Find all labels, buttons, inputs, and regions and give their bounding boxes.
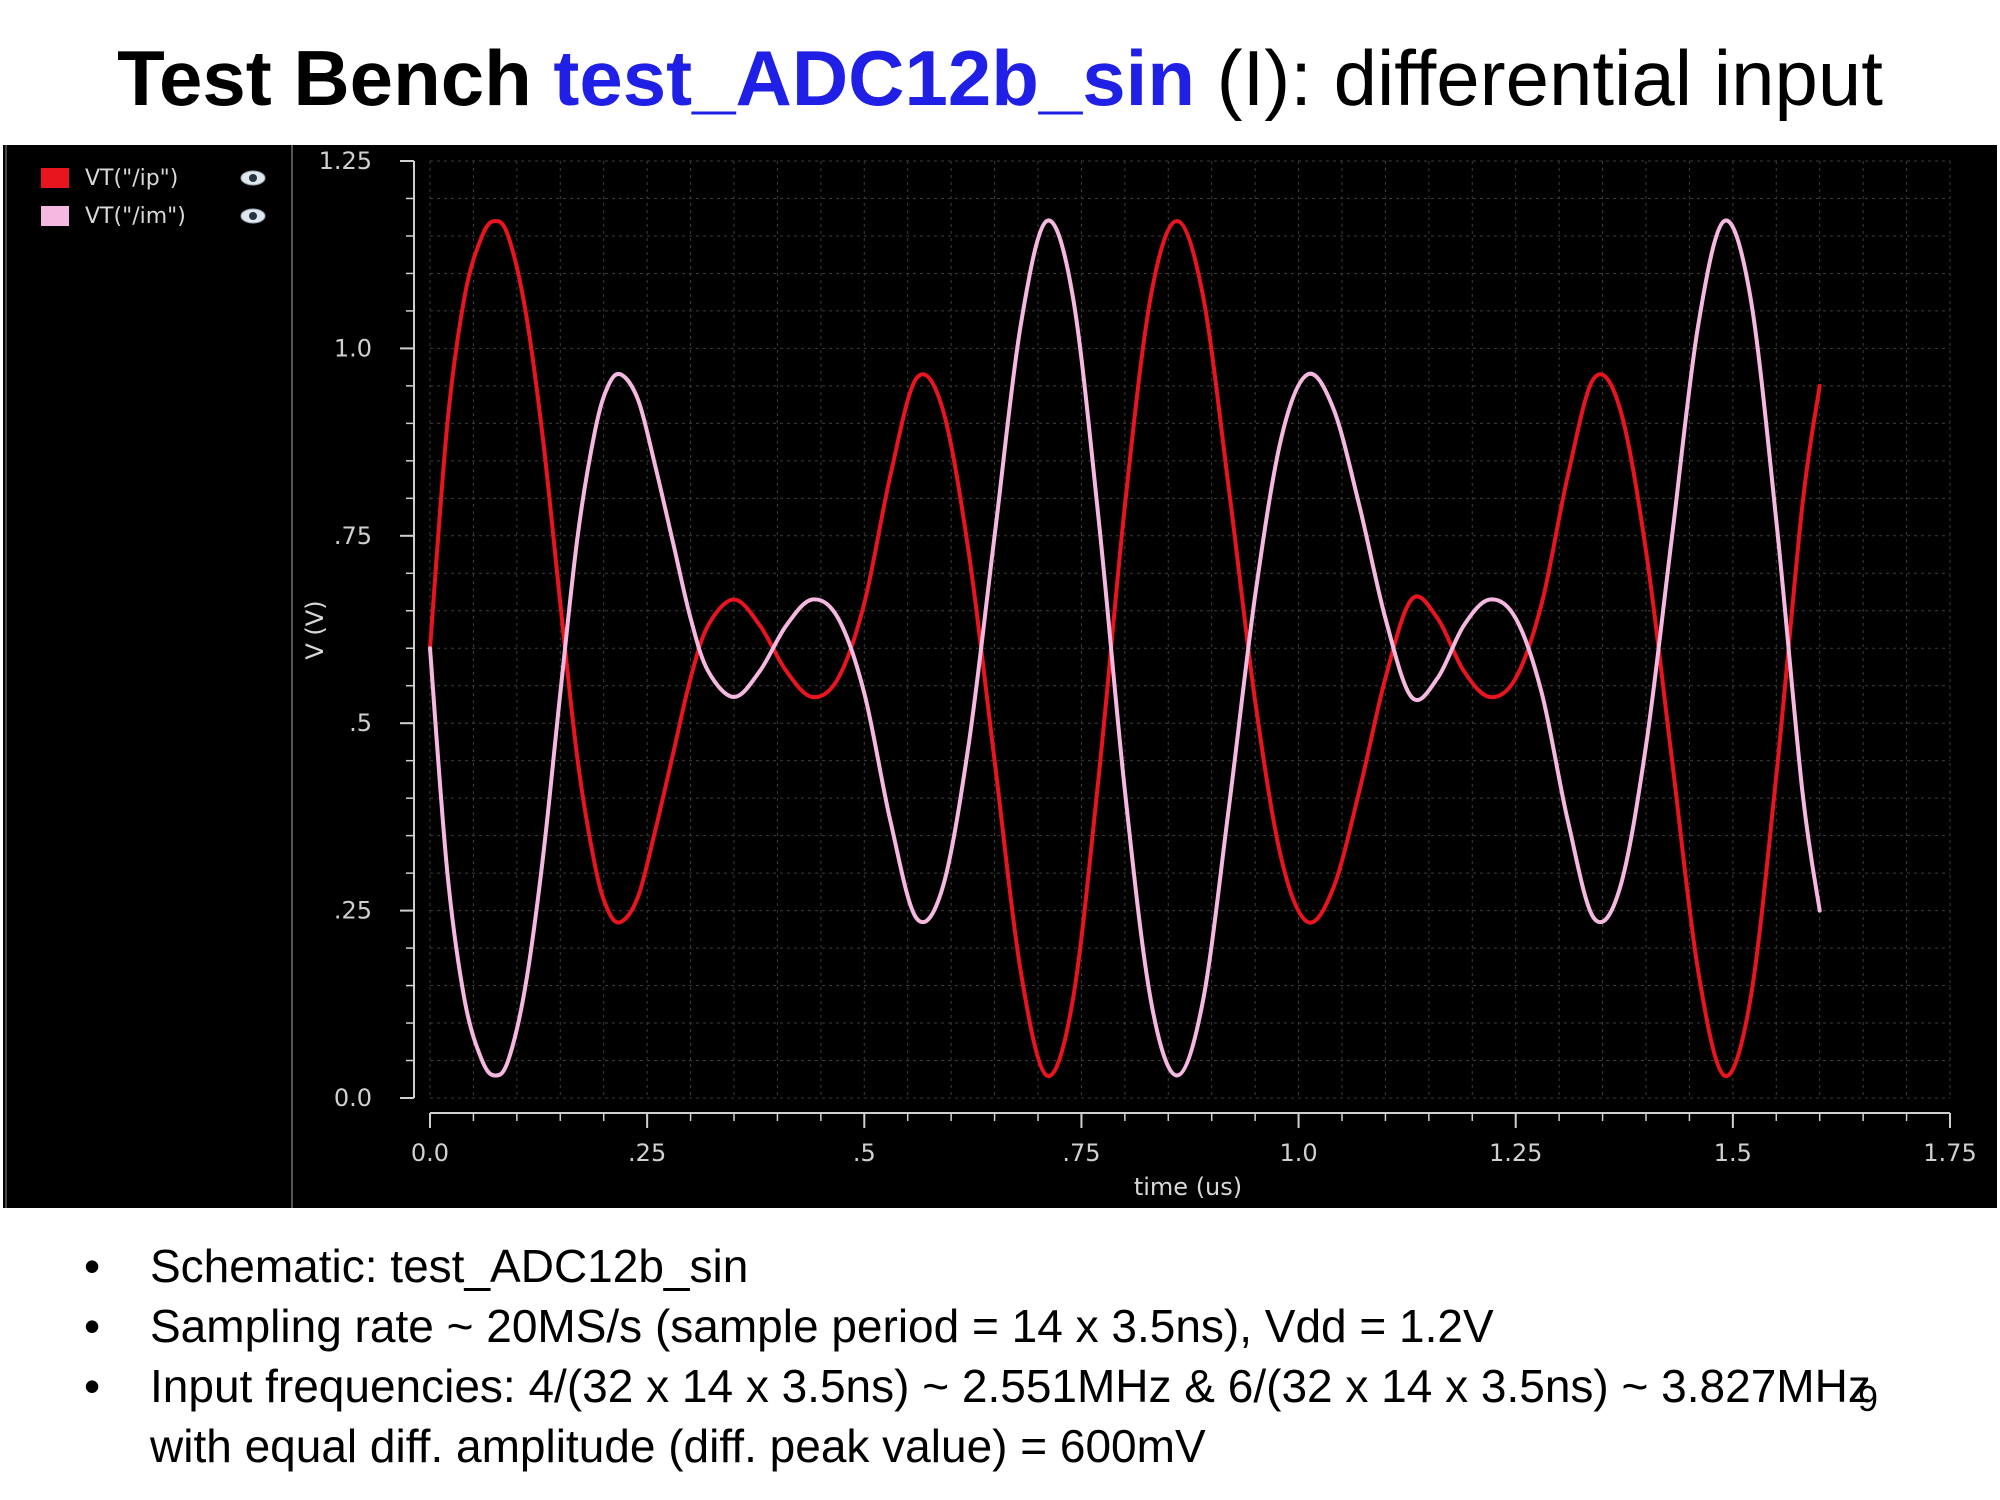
page-number: 9 [1858,1378,1879,1419]
y-tick-label: .75 [334,522,372,550]
x-tick-label: 1.0 [1279,1139,1317,1167]
slide-title: Test Bench test_ADC12b_sin (I): differen… [0,30,2000,126]
bullet-item: • Schematic: test_ADC12b_sin [80,1236,1880,1296]
waveform-chart[interactable]: 0.0 .25 .5 .75 1.0 1.25 1.5 1.75 0.0 .25 .5 .75 1.0 1… [3,145,1997,1208]
legend-swatch [41,206,69,226]
eye-icon[interactable] [240,208,266,224]
x-tick-label: 0.0 [411,1139,449,1167]
y-tick-label: 1.0 [334,334,372,362]
legend-panel [3,145,291,1208]
bullet-text-frequencies: Input frequencies: 4/(32 x 14 x 3.5ns) ~… [150,1360,1871,1472]
x-axis-label: time (us) [1134,1173,1242,1201]
bullet-dot: • [84,1240,101,1292]
waveform-plot-window[interactable]: 0.0 .25 .5 .75 1.0 1.25 1.5 1.75 0.0 .25 .5 .75 1.0 1… [3,145,1997,1208]
x-tick-label: 1.5 [1714,1139,1752,1167]
y-tick-label: 0.0 [334,1084,372,1112]
title-testbench-name: test_ADC12b_sin [553,34,1195,122]
legend-swatch [41,168,69,188]
series-line-im [428,218,1822,1078]
bullet-item: • Sampling rate ~ 20MS/s (sample period =… [80,1296,1880,1356]
grid-lines [429,160,1951,1099]
y-tick-label: .5 [349,709,372,737]
y-tick-label: .25 [334,897,372,925]
x-tick-label: .25 [628,1139,666,1167]
y-tick-label: 1.25 [319,147,372,175]
eye-icon-pupil [249,212,257,220]
bullet-text-schematic: Schematic: test_ADC12b_sin [150,1240,749,1292]
x-tick-label: .5 [853,1139,876,1167]
eye-icon-pupil [249,174,257,182]
x-tick-label: 1.75 [1923,1139,1976,1167]
bullet-item: • Input frequencies: 4/(32 x 14 x 3.5ns) … [80,1356,1880,1476]
legend-label: VT("/im") [85,204,186,229]
eye-icon[interactable] [240,170,266,186]
x-tick-label: 1.25 [1489,1139,1542,1167]
title-prefix: Test Bench [117,34,554,122]
legend: VT("/ip") VT("/im") [41,166,266,229]
axes [400,160,1951,1128]
bullet-text-sampling: Sampling rate ~ 20MS/s (sample period = … [150,1300,1494,1352]
bullet-dot: • [84,1360,101,1412]
legend-label: VT("/ip") [85,166,178,191]
series-lines [428,218,1822,1078]
x-tick-label: .75 [1062,1139,1100,1167]
y-axis-label: V (V) [301,600,329,659]
plot-area [426,161,1950,1099]
bullet-dot: • [84,1300,101,1352]
title-suffix: (I): differential input [1194,34,1883,122]
bullet-list: • Schematic: test_ADC12b_sin • Sampling ra… [80,1236,1880,1476]
series-line-ip [428,219,1822,1078]
tick-labels: 0.0 .25 .5 .75 1.0 1.25 1.5 1.75 0.0 .25 .5 .75 1.0 1… [319,147,1977,1167]
